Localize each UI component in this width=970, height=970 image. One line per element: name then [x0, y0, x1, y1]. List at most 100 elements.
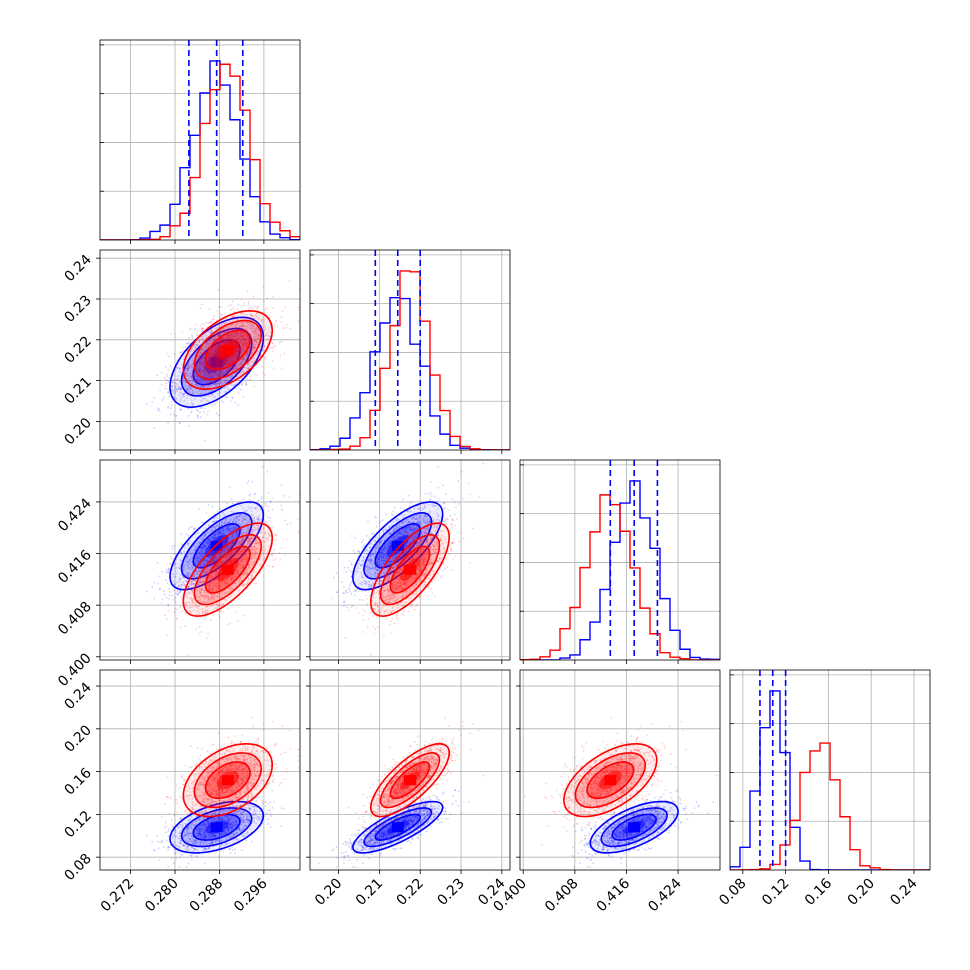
- scatter-point: [188, 372, 191, 375]
- scatter-point: [227, 334, 230, 337]
- scatter-point: [171, 404, 173, 407]
- scatter-point: [216, 361, 219, 364]
- scatter-point: [213, 383, 216, 386]
- scatter-point: [184, 387, 187, 390]
- scatter-point: [167, 569, 170, 572]
- scatter-point: [236, 620, 239, 623]
- scatter-point: [220, 342, 223, 345]
- y-tick-label: 0.23: [61, 292, 94, 325]
- scatter-point: [210, 361, 213, 364]
- scatter-point: [206, 357, 209, 360]
- scatter-point: [229, 369, 232, 371]
- scatter-point: [204, 371, 206, 374]
- scatter-point: [220, 381, 223, 383]
- scatter-point: [248, 308, 251, 310]
- scatter-point: [213, 404, 216, 406]
- scatter-point: [179, 367, 181, 370]
- scatter-point: [227, 359, 230, 362]
- scatter-point: [185, 358, 188, 361]
- scatter-point: [238, 372, 240, 374]
- scatter-point: [226, 335, 229, 338]
- scatter-point: [220, 328, 222, 331]
- scatter-point: [297, 529, 300, 532]
- scatter-point: [256, 352, 258, 355]
- scatter-point: [232, 367, 235, 370]
- scatter-point: [246, 514, 249, 517]
- scatter-point: [213, 354, 216, 357]
- scatter-point: [235, 338, 238, 341]
- scatter-point: [211, 529, 214, 532]
- scatter-point: [255, 306, 257, 308]
- scatter-point: [206, 371, 208, 373]
- scatter-point: [231, 337, 234, 340]
- scatter-point: [223, 359, 226, 362]
- scatter-point: [200, 389, 203, 392]
- scatter-point: [176, 367, 179, 369]
- scatter-point: [229, 334, 232, 337]
- scatter-point: [179, 590, 182, 593]
- scatter-point: [235, 332, 238, 334]
- scatter-point: [253, 336, 256, 339]
- scatter-point: [210, 329, 213, 332]
- scatter-point: [240, 331, 242, 334]
- scatter-point: [208, 353, 211, 356]
- scatter-point: [174, 552, 177, 555]
- scatter-point: [254, 492, 257, 495]
- scatter-point: [171, 385, 173, 388]
- scatter-point: [213, 353, 215, 356]
- scatter-point: [246, 482, 249, 485]
- scatter-point: [245, 384, 248, 386]
- scatter-point: [273, 322, 276, 325]
- scatter-point: [202, 369, 205, 371]
- scatter-point: [232, 336, 235, 338]
- scatter-point: [221, 338, 224, 341]
- scatter-point: [203, 355, 205, 357]
- scatter-point: [242, 325, 245, 328]
- scatter-point: [209, 321, 212, 323]
- scatter-point: [187, 534, 190, 537]
- scatter-point: [168, 594, 171, 597]
- scatter-point: [200, 385, 203, 388]
- scatter-point: [203, 362, 206, 365]
- scatter-point: [200, 352, 203, 355]
- scatter-point: [189, 380, 191, 382]
- scatter-point: [189, 412, 192, 414]
- scatter-point: [207, 352, 210, 355]
- scatter-point: [210, 352, 213, 355]
- scatter-point: [190, 395, 193, 398]
- scatter-point: [246, 328, 248, 331]
- scatter-point: [237, 364, 240, 366]
- scatter-point: [165, 634, 168, 636]
- scatter-point: [257, 305, 260, 308]
- scatter-point: [217, 306, 220, 309]
- scatter-point: [266, 521, 269, 524]
- scatter-point: [269, 326, 272, 329]
- scatter-point: [211, 393, 214, 396]
- scatter-point: [173, 391, 175, 394]
- scatter-point: [229, 377, 232, 380]
- scatter-point: [215, 383, 218, 386]
- scatter-point: [271, 342, 274, 345]
- scatter-point: [235, 354, 237, 357]
- scatter-point: [201, 407, 204, 409]
- scatter-point: [253, 361, 256, 364]
- scatter-point: [226, 318, 229, 321]
- scatter-point: [174, 601, 177, 604]
- scatter-point: [234, 368, 237, 370]
- scatter-point: [238, 379, 241, 382]
- scatter-point: [240, 339, 243, 341]
- scatter-point: [172, 589, 175, 592]
- scatter-point: [227, 333, 230, 336]
- scatter-point: [181, 594, 184, 597]
- scatter-point: [201, 327, 204, 330]
- scatter-point: [224, 372, 226, 375]
- scatter-point: [235, 337, 238, 340]
- scatter-point: [240, 361, 243, 364]
- scatter-point: [186, 388, 189, 391]
- scatter-point: [241, 336, 243, 339]
- scatter-point: [215, 357, 218, 360]
- scatter-point: [195, 343, 198, 346]
- scatter-point: [203, 411, 206, 414]
- scatter-point: [192, 395, 195, 398]
- scatter-point: [194, 328, 196, 331]
